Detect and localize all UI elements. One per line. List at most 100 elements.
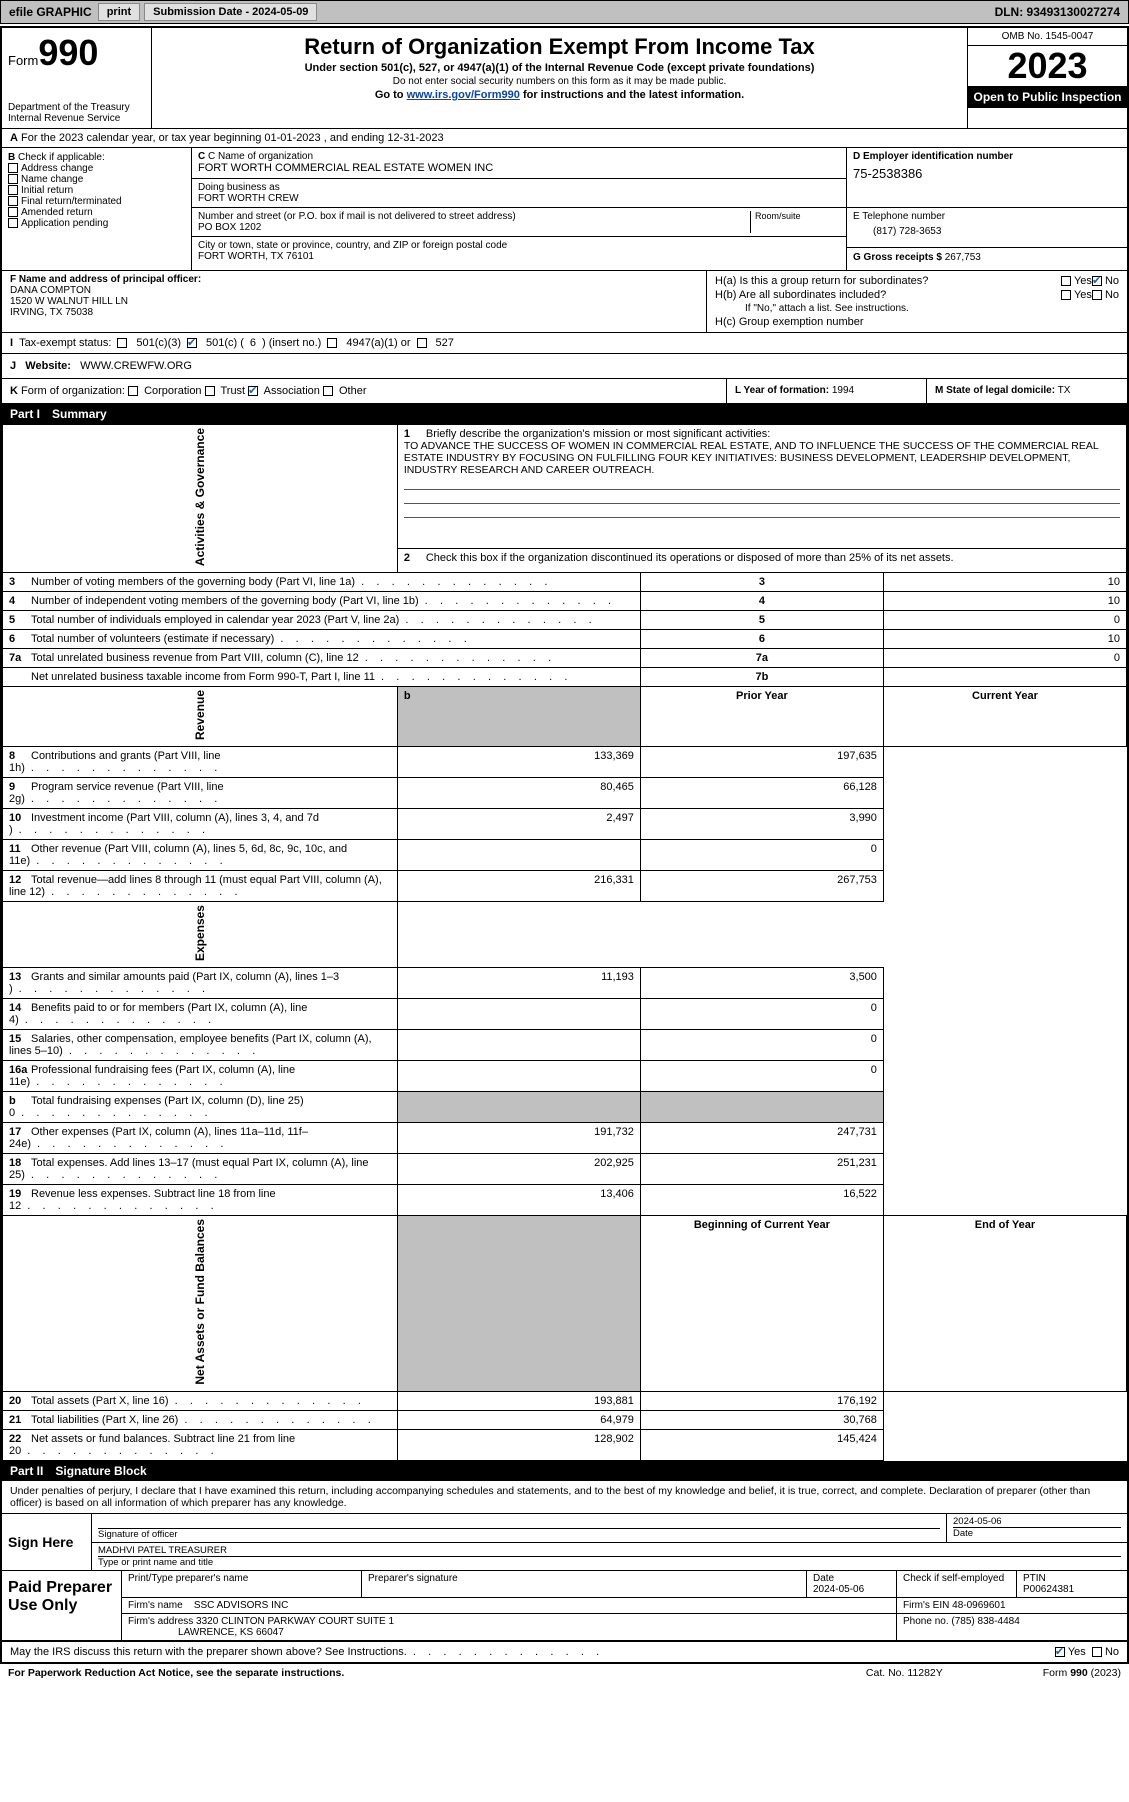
checkbox[interactable] (8, 196, 18, 206)
e-label: E Telephone number (853, 211, 1121, 222)
prep-col3: Date (813, 1573, 834, 1584)
hdr-prior: Prior Year (640, 687, 883, 747)
l-value: 1994 (832, 385, 854, 396)
discuss-row: May the IRS discuss this return with the… (2, 1642, 1127, 1662)
goto-suffix: for instructions and the latest informat… (520, 89, 744, 101)
i-label: Tax-exempt status: (19, 337, 111, 349)
i-4947-checkbox[interactable] (327, 338, 337, 348)
col-f: F Name and address of principal officer:… (2, 271, 707, 332)
hb-no-checkbox[interactable] (1092, 290, 1102, 300)
checkbox[interactable] (8, 207, 18, 217)
i-501c3-checkbox[interactable] (117, 338, 127, 348)
k-label: Form of organization: (21, 385, 125, 397)
c-label: C Name of organization (208, 151, 313, 162)
footer-mid: Cat. No. 11282Y (866, 1667, 943, 1679)
summary-table: Activities & Governance 1Briefly describ… (2, 424, 1127, 1461)
summary-row: bTotal fundraising expenses (Part IX, co… (3, 1092, 1127, 1123)
summary-row: 21Total liabilities (Part X, line 26)64,… (3, 1410, 1127, 1429)
form-subtitle: Under section 501(c), 527, or 4947(a)(1)… (160, 62, 959, 74)
sign-here: Sign Here (2, 1514, 92, 1570)
k-checkbox[interactable] (205, 386, 215, 396)
dept-label: Department of the Treasury (8, 102, 145, 113)
hdr-current: Current Year (883, 687, 1126, 747)
vlabel-rev: Revenue (193, 690, 207, 740)
k-checkbox[interactable] (323, 386, 333, 396)
i-opt1: 501(c)(3) (136, 337, 181, 349)
form-title: Return of Organization Exempt From Incom… (160, 34, 959, 60)
check-b-label: Check if applicable: (18, 152, 105, 163)
officer-name: DANA COMPTON (10, 285, 698, 296)
f-label: F Name and address of principal officer: (10, 274, 201, 285)
mission: TO ADVANCE THE SUCCESS OF WOMEN IN COMME… (404, 440, 1098, 476)
hb-label: H(b) Are all subordinates included? (715, 289, 1061, 301)
yes-label: Yes (1074, 275, 1092, 287)
line1-label: Briefly describe the organization's miss… (426, 428, 770, 440)
goto-prefix: Go to (375, 89, 407, 101)
check-b-item: Amended return (8, 207, 185, 218)
discuss-no-checkbox[interactable] (1092, 1647, 1102, 1657)
firm-ein: 48-0969601 (952, 1600, 1005, 1611)
checkbox[interactable] (8, 218, 18, 228)
ha-no-checkbox[interactable] (1092, 276, 1102, 286)
row-a: A For the 2023 calendar year, or tax yea… (2, 129, 1127, 148)
firm-addr2: LAWRENCE, KS 66047 (178, 1627, 284, 1638)
prep-col5: PTIN (1023, 1573, 1046, 1584)
hc-label: H(c) Group exemption number (715, 315, 1119, 329)
part2-label: Part II (10, 1464, 43, 1478)
check-b-item: Application pending (8, 218, 185, 229)
footer: For Paperwork Reduction Act Notice, see … (0, 1664, 1129, 1682)
goto-link[interactable]: www.irs.gov/Form990 (407, 89, 520, 101)
city-label: City or town, state or province, country… (198, 240, 507, 251)
col-e: E Telephone number (817) 728-3653 G Gros… (847, 208, 1127, 270)
summary-row: 13Grants and similar amounts paid (Part … (3, 968, 1127, 999)
check-b-item: Name change (8, 174, 185, 185)
org-name: FORT WORTH COMMERCIAL REAL ESTATE WOMEN … (198, 162, 840, 174)
part2-header: Part II Signature Block (2, 1461, 1127, 1481)
discuss-yes: Yes (1068, 1646, 1086, 1658)
col-h: H(a) Is this a group return for subordin… (707, 271, 1127, 332)
form-warn: Do not enter social security numbers on … (160, 76, 959, 87)
firm-label: Firm's name (128, 1600, 183, 1611)
form-frame: Form990 Department of the Treasury Inter… (0, 26, 1129, 1664)
discuss-yes-checkbox[interactable] (1055, 1647, 1065, 1657)
prep-col2: Preparer's signature (362, 1571, 807, 1597)
i-527-checkbox[interactable] (417, 338, 427, 348)
toolbar: efile GRAPHIC print Submission Date - 20… (0, 0, 1129, 24)
m-label: M State of legal domicile: (935, 385, 1055, 396)
street: PO BOX 1202 (198, 222, 750, 233)
summary-row: 7aTotal unrelated business revenue from … (3, 649, 1127, 668)
k-checkbox[interactable] (248, 386, 258, 396)
summary-row: 20Total assets (Part X, line 16)193,8811… (3, 1391, 1127, 1410)
checkbox[interactable] (8, 163, 18, 173)
k-checkbox[interactable] (128, 386, 138, 396)
city: FORT WORTH, TX 76101 (198, 251, 507, 262)
d-label: D Employer identification number (853, 151, 1013, 162)
addr-label: Number and street (or P.O. box if mail i… (198, 211, 750, 222)
hb-yes-checkbox[interactable] (1061, 290, 1071, 300)
summary-row: 10Investment income (Part VIII, column (… (3, 809, 1127, 840)
i-501c-checkbox[interactable] (187, 338, 197, 348)
ha-yes-checkbox[interactable] (1061, 276, 1071, 286)
prep-title: Paid Preparer Use Only (2, 1571, 122, 1640)
col-c: C C Name of organization FORT WORTH COMM… (192, 148, 1127, 270)
col-l: L Year of formation: 1994 (727, 379, 927, 403)
checkbox[interactable] (8, 185, 18, 195)
yes-label: Yes (1074, 289, 1092, 301)
row-fh: F Name and address of principal officer:… (2, 271, 1127, 333)
check-b-item: Initial return (8, 185, 185, 196)
website: WWW.CREWFW.ORG (80, 360, 192, 372)
header-right: OMB No. 1545-0047 2023 Open to Public In… (967, 28, 1127, 128)
print-button[interactable]: print (98, 3, 140, 21)
summary-row: 22Net assets or fund balances. Subtract … (3, 1429, 1127, 1460)
row-j: J Website: WWW.CREWFW.ORG (2, 354, 1127, 379)
dba-value: FORT WORTH CREW (198, 193, 840, 204)
summary-row: 12Total revenue—add lines 8 through 11 (… (3, 871, 1127, 902)
vlabel-gov: Activities & Governance (193, 428, 207, 566)
ptin: P00624381 (1023, 1584, 1074, 1595)
part1-header: Part I Summary (2, 404, 1127, 424)
hb-note: If "No," attach a list. See instructions… (715, 302, 1119, 315)
sig-officer: Signature of officer (92, 1514, 947, 1542)
part1-title: Summary (52, 407, 107, 421)
i-opt4: 527 (436, 337, 454, 349)
checkbox[interactable] (8, 174, 18, 184)
